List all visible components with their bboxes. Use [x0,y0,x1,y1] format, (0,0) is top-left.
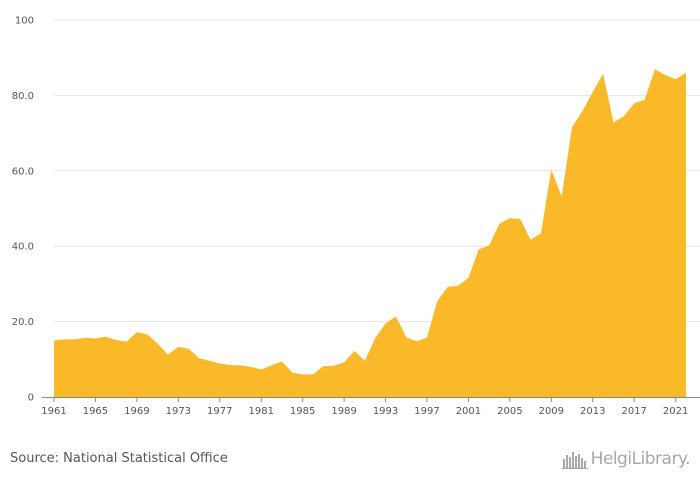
data-point-1984[interactable] [290,371,294,375]
chart-footer: Source: National Statistical Office Helg… [0,438,700,483]
x-tick-label-1973: 1973 [166,406,191,417]
x-tick-label-2009: 2009 [539,406,564,417]
data-point-2008[interactable] [539,231,543,235]
data-point-2015[interactable] [611,121,615,125]
data-point-1998[interactable] [435,299,439,303]
x-tick-label-2021: 2021 [663,406,688,417]
y-axis-labels: 0 20.0 40.0 60.0 80.0 100 [12,16,34,404]
data-point-2022[interactable] [684,71,688,75]
area-chart: 0 20.0 40.0 60.0 80.0 100 1961 1965 1969 1973 197… [12,16,700,417]
data-point-2021[interactable] [674,77,678,81]
data-point-1963[interactable] [73,337,77,341]
data-point-2005[interactable] [508,216,512,220]
x-tick-label-1997: 1997 [414,406,439,417]
x-tick-label-2013: 2013 [580,406,605,417]
data-point-2016[interactable] [622,114,626,118]
y-tick-label-40.0: 40.0 [12,242,34,253]
x-tick-label-1985: 1985 [290,406,315,417]
y-tick-label-80.0: 80.0 [12,91,34,102]
data-point-1970[interactable] [145,332,149,336]
data-point-1993[interactable] [384,321,388,325]
data-point-1961[interactable] [52,338,56,342]
data-point-2011[interactable] [570,125,574,129]
y-tick-label-100: 100 [15,16,34,27]
data-point-2000[interactable] [456,284,460,288]
data-point-2020[interactable] [663,73,667,77]
data-point-1965[interactable] [93,337,97,341]
y-tick-label-20.0: 20.0 [12,317,34,328]
helgi-library-logo[interactable]: HelgiLibrary. [561,447,691,471]
x-tick-label-2005: 2005 [497,406,522,417]
data-point-2009[interactable] [549,168,553,172]
data-point-1977[interactable] [218,361,222,365]
y-tick-label-60.0: 60.0 [12,166,34,177]
data-point-1968[interactable] [125,340,129,344]
data-point-1969[interactable] [135,330,139,334]
x-tick-label-1977: 1977 [207,406,232,417]
data-point-1974[interactable] [187,347,191,351]
area-series [54,69,686,397]
data-point-2019[interactable] [653,67,657,71]
data-point-1971[interactable] [156,341,160,345]
data-point-1986[interactable] [311,372,315,376]
data-point-1983[interactable] [280,360,284,364]
data-point-2012[interactable] [580,109,584,113]
x-tick-label-1989: 1989 [331,406,356,417]
data-point-1966[interactable] [104,335,108,339]
data-point-2010[interactable] [560,194,564,198]
data-point-1973[interactable] [176,345,180,349]
data-point-1999[interactable] [446,285,450,289]
data-point-1989[interactable] [342,360,346,364]
data-point-2007[interactable] [529,238,533,242]
data-point-1978[interactable] [228,363,232,367]
data-point-2017[interactable] [632,101,636,105]
x-tick-label-2017: 2017 [621,406,646,417]
x-axis-labels: 1961 1965 1969 1973 1977 1981 1985 1989 1993 1997… [41,406,688,417]
y-tick-label-0: 0 [28,393,34,404]
data-point-1975[interactable] [197,356,201,360]
data-point-1990[interactable] [352,349,356,353]
data-point-1996[interactable] [415,339,419,343]
x-tick-label-1961: 1961 [41,406,66,417]
x-tick-label-2001: 2001 [456,406,481,417]
data-point-1979[interactable] [238,363,242,367]
bar-skyline-icon [561,452,588,469]
data-point-1987[interactable] [321,364,325,368]
data-point-1995[interactable] [404,335,408,339]
data-point-1994[interactable] [394,314,398,318]
data-point-1976[interactable] [207,359,211,363]
plot-area [52,67,688,397]
data-point-1997[interactable] [425,336,429,340]
data-point-1992[interactable] [373,336,377,340]
data-point-1981[interactable] [259,367,263,371]
data-point-1964[interactable] [83,336,87,340]
data-point-1972[interactable] [166,353,170,357]
data-point-2001[interactable] [466,276,470,280]
data-point-2002[interactable] [477,247,481,251]
data-point-2004[interactable] [498,222,502,226]
data-point-2013[interactable] [591,90,595,94]
x-tick-label-1965: 1965 [83,406,108,417]
data-point-1985[interactable] [301,372,305,376]
data-point-1988[interactable] [332,364,336,368]
x-tick-label-1969: 1969 [124,406,149,417]
data-point-2003[interactable] [487,243,491,247]
x-axis [42,397,700,402]
logo-text: HelgiLibrary. [590,449,691,469]
data-point-1982[interactable] [270,363,274,367]
data-point-2018[interactable] [643,98,647,102]
data-point-1962[interactable] [62,337,66,341]
source-label: Source: National Statistical Office [10,451,228,466]
data-point-2014[interactable] [601,72,605,76]
data-point-1980[interactable] [249,365,253,369]
data-point-1967[interactable] [114,338,118,342]
data-point-2006[interactable] [518,217,522,221]
data-point-1991[interactable] [363,359,367,363]
x-tick-label-1993: 1993 [373,406,398,417]
x-tick-label-1981: 1981 [248,406,273,417]
